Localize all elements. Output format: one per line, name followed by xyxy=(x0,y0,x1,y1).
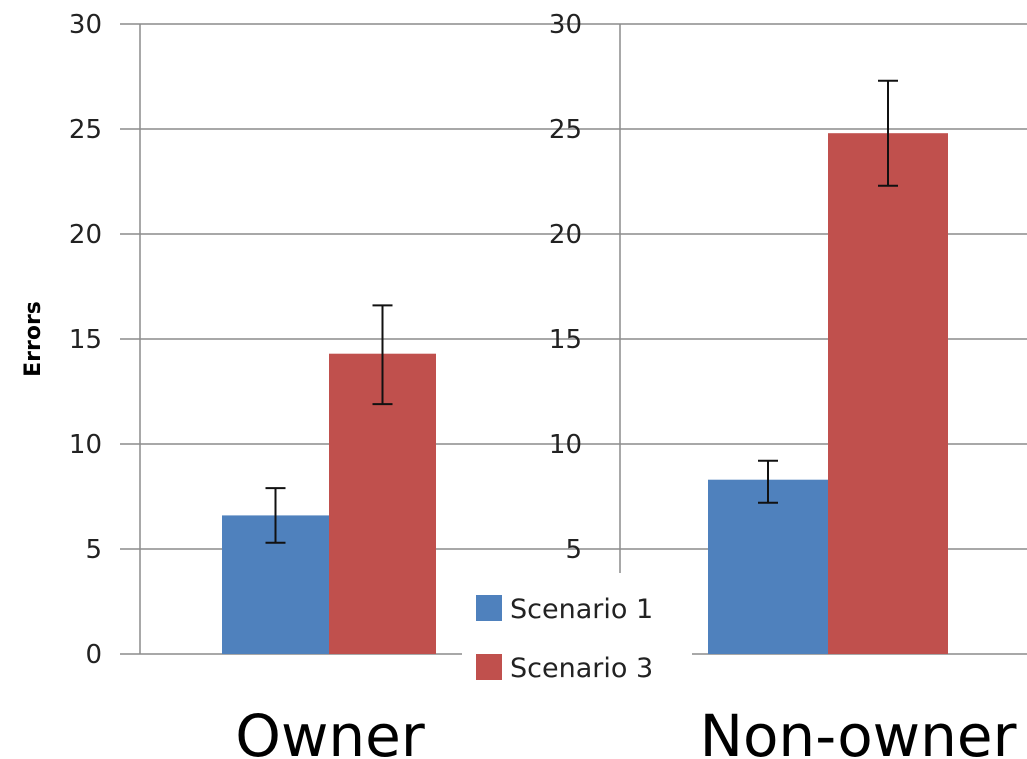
y-tick-label-5: 5 xyxy=(565,535,582,565)
y-tick-label-15: 15 xyxy=(549,325,582,355)
legend: Scenario 1 Scenario 3 xyxy=(462,573,692,697)
bar-non-owner-scenario-3 xyxy=(828,133,948,654)
y-tick-label-15: 15 xyxy=(69,325,102,355)
group-label-non-owner: Non-owner xyxy=(700,702,1017,759)
y-tick-label-30: 30 xyxy=(549,10,582,40)
y-tick-label-0: 0 xyxy=(85,640,102,670)
legend-label-scenario-1: Scenario 1 xyxy=(510,594,653,625)
y-tick-label-10: 10 xyxy=(69,430,102,460)
bar-non-owner-scenario-1 xyxy=(708,479,828,654)
y-axis-label: Errors xyxy=(21,301,46,377)
y-tick-label-25: 25 xyxy=(549,115,582,145)
chart-panel-non-owner: 5 10 15 20 25 30 Non-owner xyxy=(520,10,1027,759)
y-tick-label-20: 20 xyxy=(69,220,102,250)
group-label-owner: Owner xyxy=(235,702,425,759)
legend-label-scenario-3: Scenario 3 xyxy=(510,653,653,684)
y-tick-label-25: 25 xyxy=(69,115,102,145)
y-tick-label-10: 10 xyxy=(549,430,582,460)
chart-panel-owner: 0 5 10 15 20 25 30 Errors Owner xyxy=(21,10,520,759)
y-tick-label-20: 20 xyxy=(549,220,582,250)
legend-swatch-scenario-1 xyxy=(476,595,502,621)
legend-swatch-scenario-3 xyxy=(476,654,502,680)
y-tick-label-5: 5 xyxy=(85,535,102,565)
y-tick-label-30: 30 xyxy=(69,10,102,40)
